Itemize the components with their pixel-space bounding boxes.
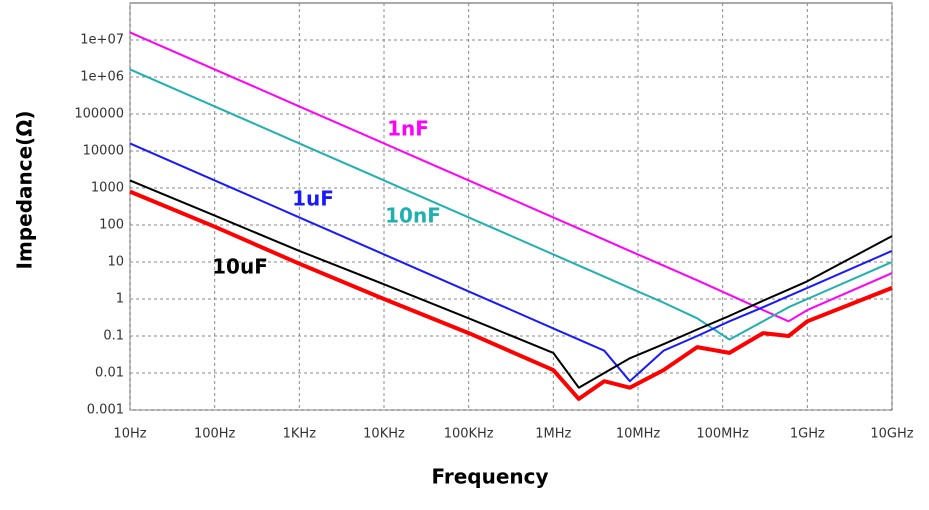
x-tick-label: 1KHz — [283, 427, 317, 442]
x-tick-label: 10Hz — [113, 427, 146, 442]
x-tick-label: 10GHz — [870, 427, 913, 442]
x-axis-label: Frequency — [431, 465, 548, 489]
series-name: 10nF — [385, 204, 441, 228]
y-tick-label: 100000 — [74, 107, 124, 122]
x-tick-label: 1MHz — [535, 427, 571, 442]
x-tick-label: 100MHz — [696, 427, 749, 442]
y-axis-label: Impedance(Ω) — [13, 111, 37, 270]
series-line — [129, 179, 893, 389]
y-tick-label: 10 — [107, 255, 124, 270]
y-tick-label: 1e+06 — [80, 70, 124, 85]
y-tick-label: 0.1 — [103, 329, 124, 344]
y-tick-label: 0.001 — [87, 403, 124, 418]
series-line — [129, 31, 893, 323]
plot-area — [129, 2, 893, 411]
y-tick-label: 1e+07 — [80, 33, 124, 48]
y-tick-label: 0.01 — [95, 366, 124, 381]
series-name: 10uF — [212, 255, 268, 279]
x-tick-label: 10KHz — [363, 427, 405, 442]
series-name: 1nF — [387, 117, 429, 141]
series-name: 1uF — [292, 187, 334, 211]
y-tick-label: 100 — [99, 218, 124, 233]
x-tick-label: 100KHz — [444, 427, 494, 442]
y-tick-label: 10000 — [83, 144, 124, 159]
y-tick-label: 1 — [116, 292, 124, 307]
x-tick-label: 10MHz — [616, 427, 661, 442]
series-line — [129, 68, 893, 341]
x-tick-label: 1GHz — [790, 427, 825, 442]
series-line — [129, 189, 893, 401]
x-tick-label: 100Hz — [194, 427, 236, 442]
y-tick-label: 1000 — [91, 181, 124, 196]
